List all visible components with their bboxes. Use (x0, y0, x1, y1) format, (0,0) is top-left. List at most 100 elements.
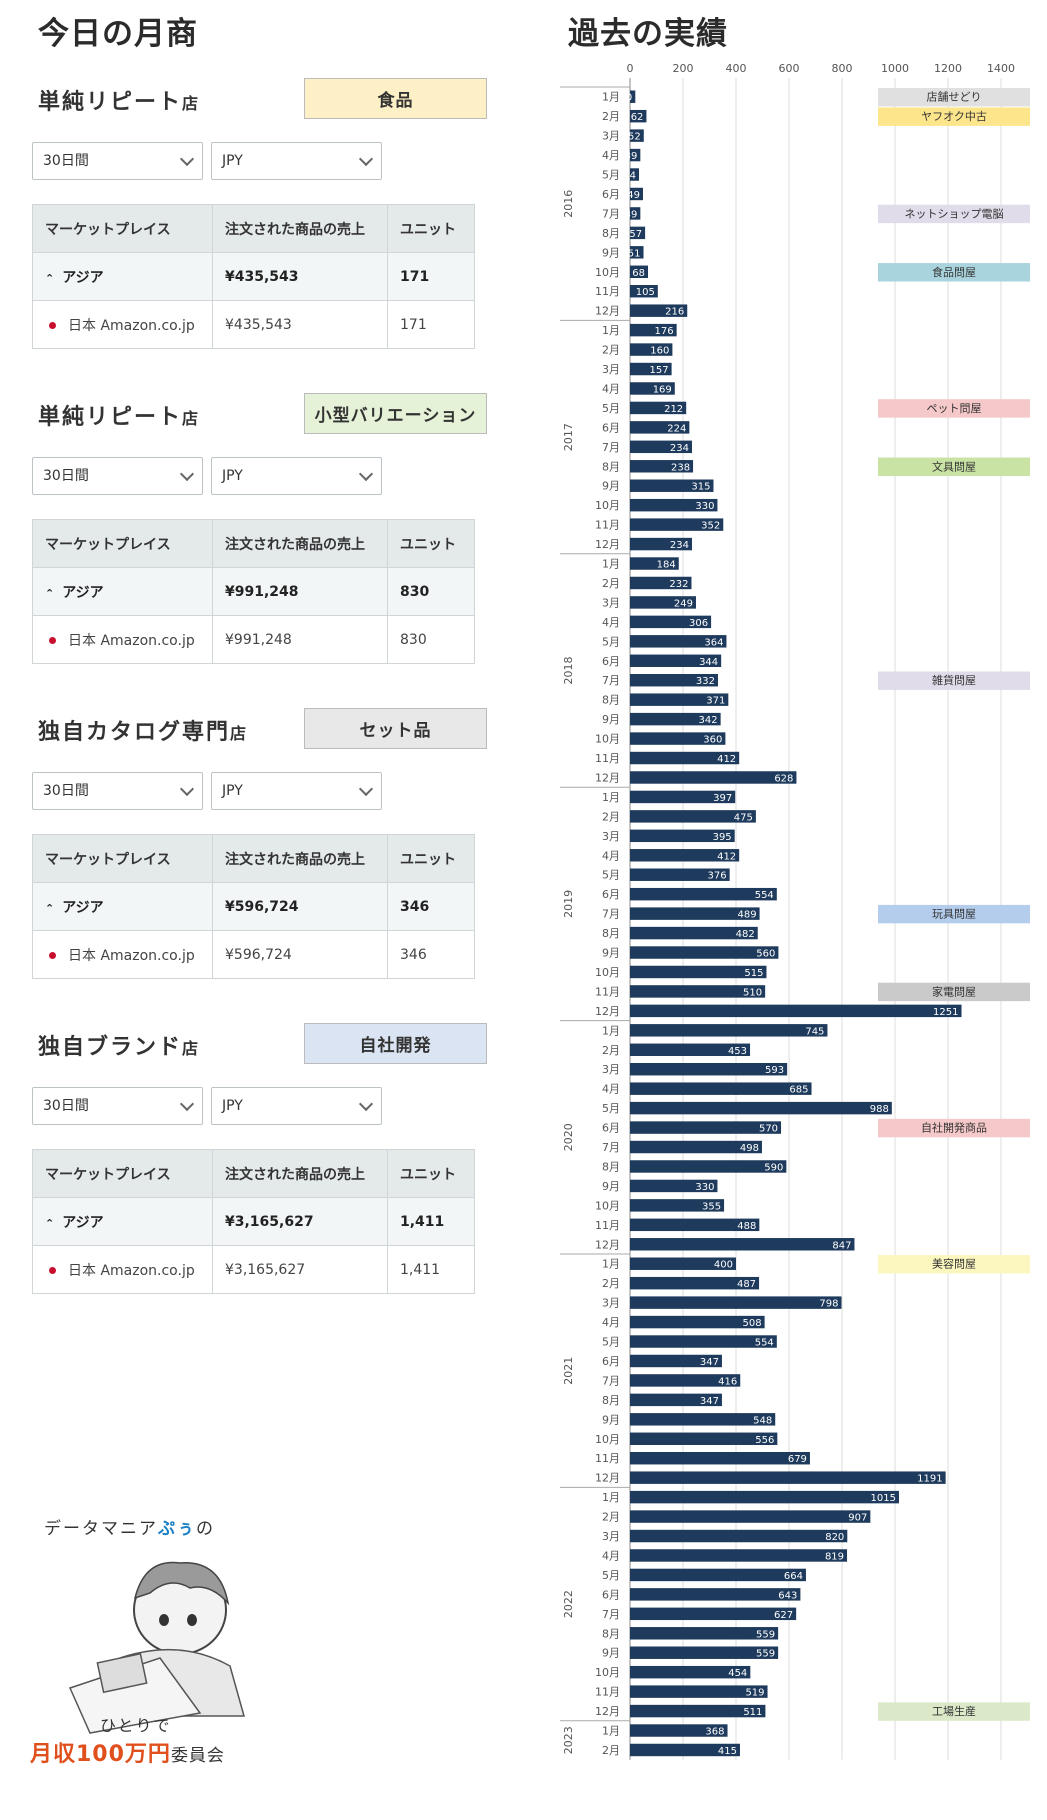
store-panel: 単純リピート店 食品 30日間 JPY マーケットプレイス 注文された商品の売上ユ… (0, 78, 490, 414)
month-label: 2月 (602, 344, 620, 357)
market-row: 日本 Amazon.co.jp ¥596,724 346 (32, 930, 475, 979)
bar (630, 1101, 892, 1115)
data-label: 988 (870, 1104, 889, 1115)
month-label: 2月 (602, 810, 620, 823)
bar (630, 265, 649, 278)
period-select[interactable]: 30日間 (32, 1087, 203, 1125)
data-label: 511 (743, 1707, 762, 1718)
month-label: 4月 (602, 382, 620, 395)
currency-select[interactable]: JPY (211, 1087, 382, 1125)
data-label: 412 (717, 754, 736, 765)
data-label: 371 (706, 696, 725, 707)
market-units: 346 (387, 930, 475, 979)
bar (630, 1490, 899, 1504)
region-sales: ¥596,724 (212, 882, 388, 931)
bar (630, 382, 675, 395)
col-units: ユニット (387, 834, 475, 883)
month-label: 12月 (595, 1238, 620, 1251)
month-label: 11月 (595, 1686, 620, 1699)
currency-select[interactable]: JPY (211, 142, 382, 180)
month-label: 10月 (595, 1433, 620, 1446)
data-label: 306 (689, 618, 708, 629)
data-label: 342 (699, 715, 718, 726)
bar (630, 1510, 871, 1523)
region-row[interactable]: ⌃ アジア ¥435,543 171 (32, 252, 475, 301)
store-name: 単純リピート店 (38, 90, 201, 115)
data-label: 176 (655, 326, 674, 337)
bar (630, 674, 718, 687)
bar (630, 887, 777, 901)
currency-select[interactable]: JPY (211, 457, 382, 495)
month-label: 5月 (602, 1569, 620, 1582)
annotation-badge (878, 1118, 1030, 1138)
bar (630, 246, 644, 259)
data-label: 1015 (871, 1493, 896, 1504)
currency-select[interactable]: JPY (211, 772, 382, 810)
category-badge: 自社開発 (304, 1023, 487, 1064)
col-units: ユニット (387, 1149, 475, 1198)
col-marketplace: マーケットプレイス (32, 519, 213, 568)
month-label: 12月 (595, 305, 620, 318)
bar (630, 285, 658, 298)
month-label: 5月 (602, 1102, 620, 1115)
month-label: 11月 (595, 1219, 620, 1232)
bar (630, 1043, 751, 1056)
red-dot-icon (49, 951, 56, 959)
data-label: 347 (700, 1396, 719, 1407)
region-row[interactable]: ⌃ アジア ¥991,248 830 (32, 567, 475, 616)
bar (630, 790, 736, 804)
right-title: 過去の実績 (568, 16, 728, 52)
market-units: 171 (387, 300, 475, 349)
data-label: 216 (665, 307, 684, 318)
month-label: 5月 (602, 635, 620, 648)
data-label: 234 (670, 443, 689, 454)
region-row[interactable]: ⌃ アジア ¥596,724 346 (32, 882, 475, 931)
annotation-label: 家電問屋 (932, 984, 976, 998)
bar (630, 732, 726, 745)
bar (630, 479, 714, 492)
chevron-down-icon (358, 781, 374, 797)
logo-line2: ひとりで (100, 1716, 172, 1735)
data-label: 376 (708, 871, 727, 882)
data-label: 62 (631, 112, 644, 123)
data-label: 332 (696, 676, 715, 687)
month-label: 6月 (602, 655, 620, 668)
annotation-label: ネットショップ電脳 (905, 207, 1004, 220)
month-label: 10月 (595, 1199, 620, 1212)
market-label: 日本 Amazon.co.jp (68, 947, 195, 964)
bar (630, 129, 644, 142)
region-label: アジア (62, 269, 104, 286)
region-units: 171 (387, 252, 475, 301)
bar (630, 460, 694, 473)
annotation-label: 玩具問屋 (932, 908, 976, 921)
bar (630, 168, 640, 181)
period-select[interactable]: 30日間 (32, 457, 203, 495)
data-label: 475 (734, 812, 753, 823)
col-sales: 注文された商品の売上 (212, 834, 388, 883)
bar (630, 1179, 718, 1193)
x-tick-label: 200 (673, 62, 694, 75)
month-label: 12月 (595, 1705, 620, 1718)
month-label: 11月 (595, 985, 620, 998)
data-label: 212 (664, 404, 683, 415)
data-label: 593 (765, 1065, 784, 1076)
month-label: 9月 (602, 1413, 620, 1426)
data-label: 249 (674, 598, 693, 609)
data-label: 20 (620, 93, 633, 104)
annotation-badge (878, 1255, 1030, 1274)
store-name: 独自カタログ専門店 (38, 720, 249, 745)
bar (630, 1160, 787, 1173)
data-label: 819 (825, 1551, 844, 1562)
month-label: 5月 (602, 869, 620, 882)
month-label: 6月 (602, 1588, 620, 1601)
region-row[interactable]: ⌃ アジア ¥3,165,627 1,411 (32, 1197, 475, 1246)
red-dot-icon (49, 1266, 56, 1274)
period-select[interactable]: 30日間 (32, 772, 203, 810)
annotation-badge (878, 88, 1030, 107)
col-units: ユニット (387, 204, 475, 253)
data-label: 355 (702, 1201, 721, 1212)
data-label: 169 (653, 384, 672, 395)
data-label: 554 (755, 890, 774, 901)
bar (630, 1471, 946, 1484)
period-select[interactable]: 30日間 (32, 142, 203, 180)
